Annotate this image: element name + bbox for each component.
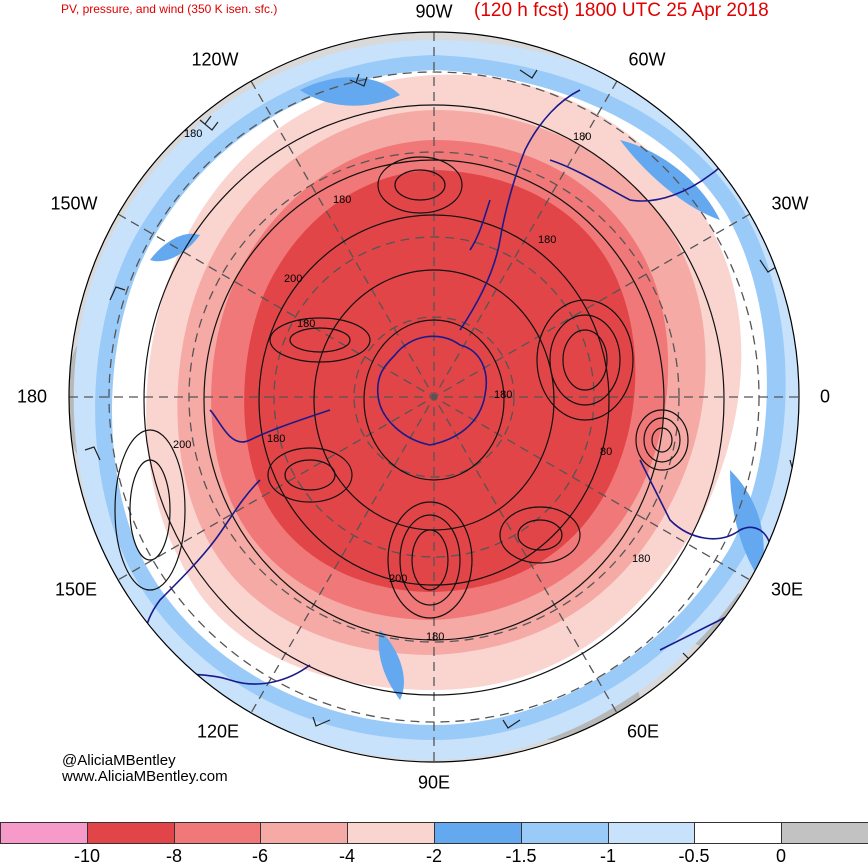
contour-label: 180: [426, 631, 444, 643]
map-boundary: [68, 31, 800, 763]
polar-map: 180 180 180 180 200 180 200 180 180 80 1…: [68, 31, 800, 763]
contour-label: 180: [184, 128, 202, 140]
credit-website: www.AliciaMBentley.com: [62, 768, 228, 785]
longitude-label: 150W: [50, 193, 98, 214]
contour-label: 180: [267, 433, 285, 445]
contour-label: 200: [389, 573, 407, 585]
contour-label: 180: [333, 194, 351, 206]
colorbar-box: [694, 822, 783, 844]
colorbar-tick: -8: [165, 846, 183, 866]
colorbar-box: [347, 822, 435, 844]
colorbar-tick: 0: [775, 846, 787, 866]
graticule: [69, 32, 799, 762]
map-disc: [69, 32, 799, 762]
longitude-label: 150E: [54, 579, 98, 600]
colorbar-tick: -1: [599, 846, 617, 866]
contour-label: 180: [538, 234, 556, 246]
longitude-label: 30W: [771, 193, 809, 214]
longitude-label: 60W: [628, 49, 666, 70]
longitude-label: 60E: [626, 721, 660, 742]
colorbar-tick: -10: [73, 846, 101, 866]
colorbar-tick: -6: [251, 846, 269, 866]
contour-label: 200: [284, 273, 302, 285]
colorbar: [0, 822, 868, 844]
coastlines: [144, 89, 772, 685]
contour-label: 180: [573, 131, 591, 143]
colorbar-box: [86, 822, 175, 844]
longitude-label: 30E: [770, 579, 804, 600]
longitude-label: 0: [819, 386, 831, 407]
longitude-label: 120W: [191, 49, 239, 70]
colorbar-tick: -0.5: [678, 846, 710, 866]
colorbar-tick: -4: [338, 846, 356, 866]
longitude-label: 180: [16, 386, 48, 407]
contour-label: 80: [600, 446, 612, 458]
longitude-label: 120E: [196, 721, 240, 742]
pv-blue-streaks: [150, 77, 764, 700]
forecast-title: (120 h fcst) 1800 UTC 25 Apr 2018: [474, 0, 769, 21]
longitude-label: 90E: [417, 772, 451, 793]
colorbar-box: [173, 822, 262, 844]
pv-dark-red-core: [244, 170, 636, 592]
contour-label: 180: [494, 389, 512, 401]
contour-label: 180: [632, 553, 650, 565]
map-subtitle: PV, pressure, and wind (350 K isen. sfc.…: [61, 2, 278, 16]
contour-label: 200: [173, 439, 191, 451]
colorbar-tick: -2: [425, 846, 443, 866]
colorbar-tick: -1.5: [505, 846, 537, 866]
contour-value-labels: 180 180 180 180 200 180 200 180 180 80 1…: [173, 128, 650, 643]
contour-label: 180: [297, 318, 315, 330]
pressure-contours: [114, 104, 725, 696]
colorbar-box: [520, 822, 609, 844]
colorbar-box: [607, 822, 696, 844]
colorbar-box: [0, 822, 88, 844]
credit-twitter: @AliciaMBentley: [62, 752, 176, 769]
colorbar-box: [781, 822, 868, 844]
colorbar-box: [433, 822, 522, 844]
longitude-label: 90W: [415, 1, 453, 22]
colorbar-box: [260, 822, 349, 844]
